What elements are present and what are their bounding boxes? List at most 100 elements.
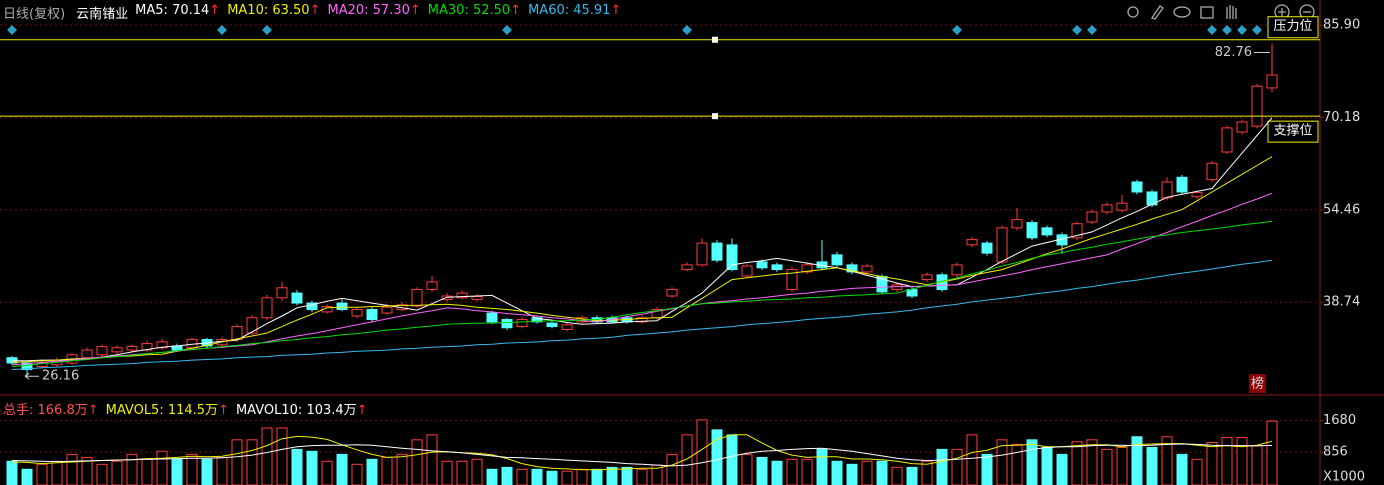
volume-bar (216, 456, 228, 485)
candle-body (1131, 181, 1143, 193)
volume-bar (936, 448, 948, 485)
candle-body (1011, 219, 1023, 229)
event-marker (262, 25, 272, 35)
volume-bar (1116, 446, 1128, 485)
volume-bar (111, 460, 123, 485)
indicator-label: MAVOL5: 114.5万 (105, 403, 219, 418)
high-label: 82.76 (1215, 45, 1252, 60)
volume-bar (546, 470, 558, 485)
candle-body (1206, 162, 1218, 181)
volume-bar (786, 458, 798, 485)
event-marker (217, 25, 227, 35)
volume-bar (516, 468, 528, 485)
volume-bar (606, 466, 618, 485)
ma-line (11, 259, 1273, 370)
indicator: MAVOL5: 114.5万↑ (106, 399, 229, 418)
candle-body (921, 274, 933, 281)
volume-bar (1026, 439, 1038, 485)
candle-body (906, 289, 918, 297)
candle-body (276, 287, 288, 299)
event-marker (1237, 25, 1247, 35)
volume-bar (876, 460, 888, 485)
hand-icon[interactable] (1226, 5, 1237, 19)
volume-bar (621, 466, 633, 485)
candle-body (1071, 223, 1083, 239)
volume-bar (1146, 446, 1158, 485)
volume-bar (756, 456, 768, 485)
volume-bar (636, 468, 648, 485)
candle-body (756, 261, 768, 269)
box-icon[interactable] (1200, 6, 1214, 19)
indicator: MA20: 57.30↑ (327, 3, 420, 22)
arrow: ↑ (610, 3, 622, 18)
level-label-box (1267, 120, 1319, 143)
y-tick-label: 70.18 (1323, 110, 1360, 125)
volume-bar (1011, 443, 1023, 485)
volume-bar (396, 453, 408, 485)
volume-bar (411, 439, 423, 485)
volume-bar (951, 448, 963, 485)
draw-icon[interactable] (1150, 5, 1164, 20)
volume-bar (456, 460, 468, 485)
volume-bar (156, 450, 168, 485)
eye-icon[interactable] (1173, 6, 1191, 18)
volume-bar (291, 448, 303, 485)
arrow: ↑ (309, 3, 321, 18)
volume-bar (321, 460, 333, 485)
event-marker (952, 25, 962, 35)
candle-body (981, 242, 993, 254)
candle-body (846, 264, 858, 273)
candle-body (111, 347, 123, 353)
volume-bar (816, 448, 828, 485)
candle-body (666, 289, 678, 297)
volume-title: 总手: 166.8万↑ (3, 399, 99, 418)
volume-bar (666, 453, 678, 485)
badge-box (1249, 374, 1266, 393)
indicator-label: MAVOL10: 103.4万 (235, 403, 357, 418)
event-marker (7, 25, 17, 35)
candle-body (1236, 121, 1248, 133)
volume-bar (6, 460, 18, 485)
volume-bar (51, 460, 63, 485)
zoom-in-plus (1278, 8, 1286, 16)
candle-body (96, 346, 108, 356)
event-marker (1207, 25, 1217, 35)
y-tick-label: 54.46 (1323, 202, 1360, 217)
indicator: MAVOL10: 103.4万↑ (236, 399, 368, 418)
low-pointer (24, 372, 39, 380)
candle-body (156, 341, 168, 349)
volume-bar (966, 434, 978, 485)
candle-body (711, 242, 723, 261)
candle-body (1041, 227, 1053, 236)
candle-body (966, 239, 978, 246)
candle-body (1191, 192, 1203, 198)
arrow: ↑ (218, 403, 229, 418)
settings-icon[interactable] (1127, 6, 1139, 18)
volume-bar (1041, 446, 1053, 485)
volume-bar (531, 468, 543, 485)
event-marker (682, 25, 692, 35)
unit-label: X1000 (1323, 470, 1365, 485)
level-handle (712, 36, 718, 43)
ma-line (11, 156, 1273, 363)
volume-bar (246, 439, 258, 485)
volume-bar (186, 453, 198, 485)
volume-bar (771, 460, 783, 485)
candle-body (501, 319, 513, 329)
volume-bar (231, 439, 243, 485)
volume-bar (981, 453, 993, 485)
badge: 榜 (1251, 376, 1264, 392)
candle-body (696, 242, 708, 266)
volume-bar (576, 468, 588, 485)
candle-body (996, 227, 1008, 263)
volume-bar (351, 463, 363, 485)
volume-bar (1236, 437, 1248, 485)
candle-body (366, 309, 378, 321)
candle-body (801, 264, 813, 273)
candle-body (531, 317, 543, 323)
volume-bar (846, 463, 858, 485)
candle-body (1146, 191, 1158, 206)
indicator-label: MA60: 45.91 (528, 3, 611, 18)
level-label-box (1267, 16, 1319, 39)
candle-body (786, 269, 798, 291)
